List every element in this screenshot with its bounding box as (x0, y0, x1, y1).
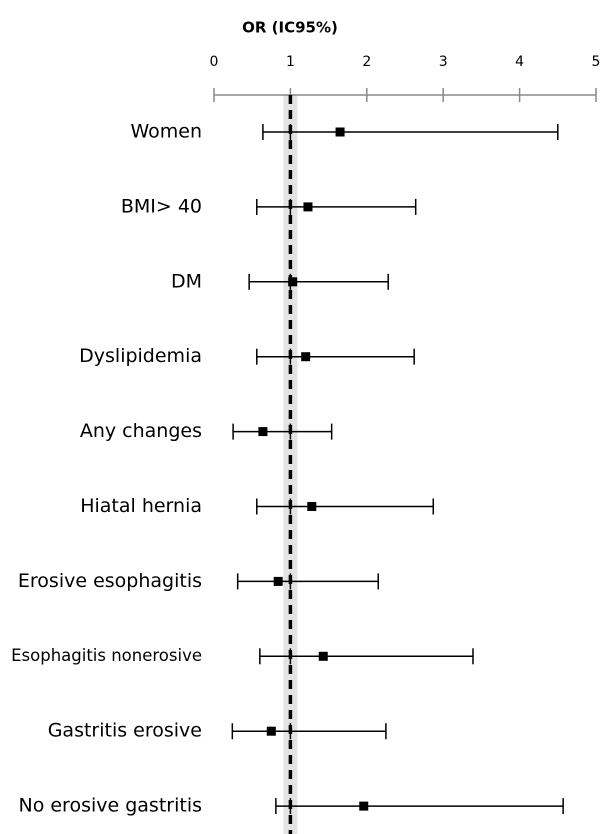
x-tick-label: 4 (515, 54, 524, 70)
x-tick-label: 5 (592, 54, 601, 70)
point-estimate (273, 576, 283, 586)
row-label: Hiatal hernia (80, 495, 202, 517)
point-estimate (266, 726, 276, 736)
x-tick-label: 1 (286, 54, 295, 70)
point-estimate (318, 651, 328, 661)
row-label: Dyslipidemia (79, 345, 202, 367)
point-estimate (359, 801, 369, 811)
point-estimate (288, 277, 298, 287)
x-tick-label: 3 (439, 54, 448, 70)
row-label: Any changes (80, 420, 202, 442)
row-label: Erosive esophagitis (18, 570, 202, 592)
row-label: BMI> 40 (121, 195, 202, 217)
point-estimate (258, 427, 268, 437)
x-tick-label: 0 (210, 54, 219, 70)
point-estimate (301, 352, 311, 362)
chart-title: OR (IC95%) (242, 19, 338, 37)
point-estimate (303, 202, 313, 212)
row-label: Esophagitis nonerosive (11, 646, 202, 665)
row-label: Gastritis erosive (48, 720, 202, 742)
point-estimate (307, 502, 317, 511)
row-label: Women (130, 121, 202, 143)
row-label: No erosive gastritis (18, 795, 202, 817)
x-tick-label: 2 (362, 54, 371, 70)
point-estimate (335, 127, 345, 137)
row-label: DM (171, 270, 202, 292)
